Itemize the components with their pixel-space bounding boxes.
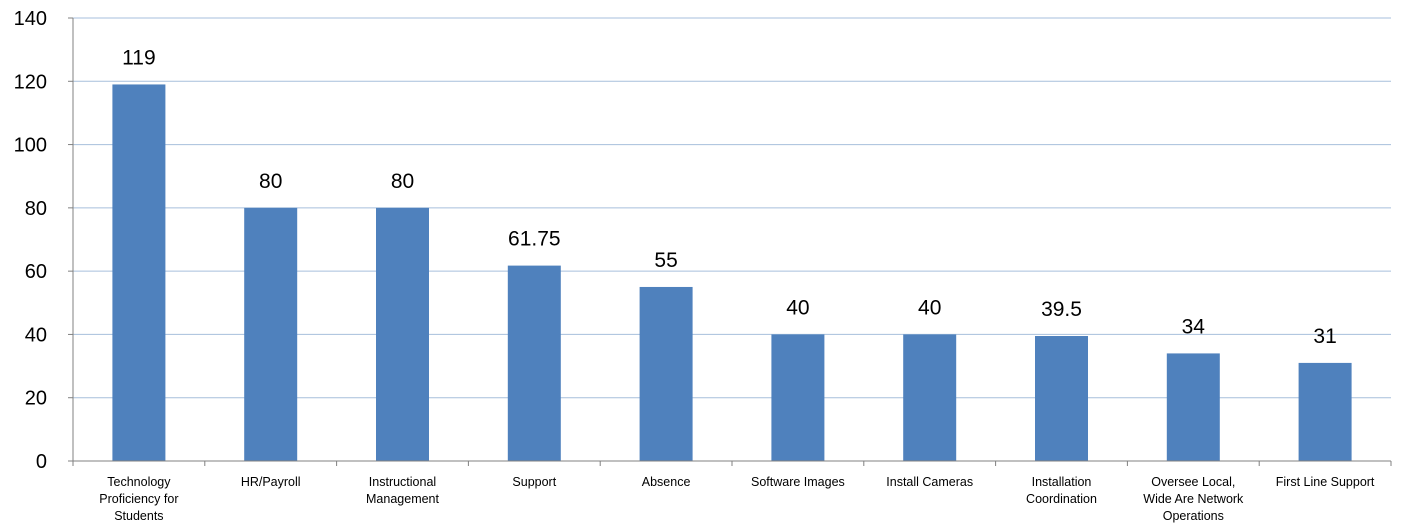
labels: 0 20 40 60 80 100 120 140 119 80 80 61.75 55 40 40 39.5…: [14, 8, 1375, 523]
x-tick-label-line: Software Images: [751, 475, 845, 489]
data-label-10: 31: [1313, 325, 1336, 348]
x-tick-label-line: Installation: [1032, 475, 1092, 489]
x-tick-label-line: Students: [114, 509, 163, 523]
bars: [112, 84, 1352, 461]
data-label-7: 40: [918, 296, 941, 319]
y-tick-label: 120: [14, 71, 47, 93]
x-tick-label-8: Installation Coordination: [1026, 475, 1097, 506]
y-tick-label: 0: [36, 451, 47, 473]
data-label-9: 34: [1182, 315, 1206, 338]
x-tick-label-line: Install Cameras: [886, 475, 973, 489]
bar-3: [376, 207, 429, 461]
bar-10: [1298, 362, 1352, 461]
y-tick-label: 140: [14, 8, 47, 30]
data-label-8: 39.5: [1041, 298, 1082, 321]
x-tick-label-10: First Line Support: [1276, 475, 1375, 489]
axes: [68, 17, 1392, 466]
y-tick-label: 40: [25, 324, 47, 346]
data-label-4: 61.75: [508, 228, 561, 251]
x-tick-label-line: Oversee Local,: [1151, 475, 1235, 489]
bar-2: [244, 207, 298, 461]
bar-8: [1035, 336, 1088, 461]
x-tick-label-line: HR/Payroll: [241, 475, 301, 489]
x-tick-label-4: Support: [512, 475, 556, 489]
x-tick-label-3: Instructional Management: [366, 475, 439, 506]
data-label-6: 40: [786, 296, 809, 319]
bar-5: [639, 286, 693, 461]
data-label-3: 80: [391, 170, 414, 193]
x-tick-label-line: Instructional: [369, 475, 436, 489]
x-tick-label-line: Wide Are Network: [1143, 492, 1244, 506]
x-tick-label-line: Proficiency for: [99, 492, 178, 506]
x-tick-label-6: Software Images: [751, 475, 845, 489]
x-tick-label-line: First Line Support: [1276, 475, 1375, 489]
bar-6: [771, 334, 825, 461]
y-tick-label: 20: [25, 388, 47, 410]
x-tick-label-line: Operations: [1163, 509, 1224, 523]
y-tick-label: 100: [14, 135, 47, 157]
x-tick-label-line: Coordination: [1026, 492, 1097, 506]
x-tick-label-line: Support: [512, 475, 556, 489]
x-tick-label-7: Install Cameras: [886, 475, 973, 489]
x-tick-label-line: Absence: [642, 475, 691, 489]
bar-4: [507, 265, 561, 461]
x-tick-label-line: Technology: [107, 475, 171, 489]
y-tick-label: 60: [25, 261, 47, 283]
x-tick-label-2: HR/Payroll: [241, 475, 301, 489]
x-tick-label-5: Absence: [642, 475, 691, 489]
x-tick-label-line: Management: [366, 492, 439, 506]
data-label-1: 119: [122, 46, 155, 69]
data-label-5: 55: [654, 249, 677, 272]
bar-9: [1166, 353, 1220, 461]
bar-1: [112, 84, 166, 461]
bar-7: [903, 334, 957, 461]
y-tick-label: 80: [25, 198, 47, 220]
x-tick-label-1: Technology Proficiency for Students: [99, 475, 178, 523]
data-label-2: 80: [259, 170, 282, 193]
x-tick-label-9: Oversee Local, Wide Are Network Operations: [1143, 475, 1244, 523]
